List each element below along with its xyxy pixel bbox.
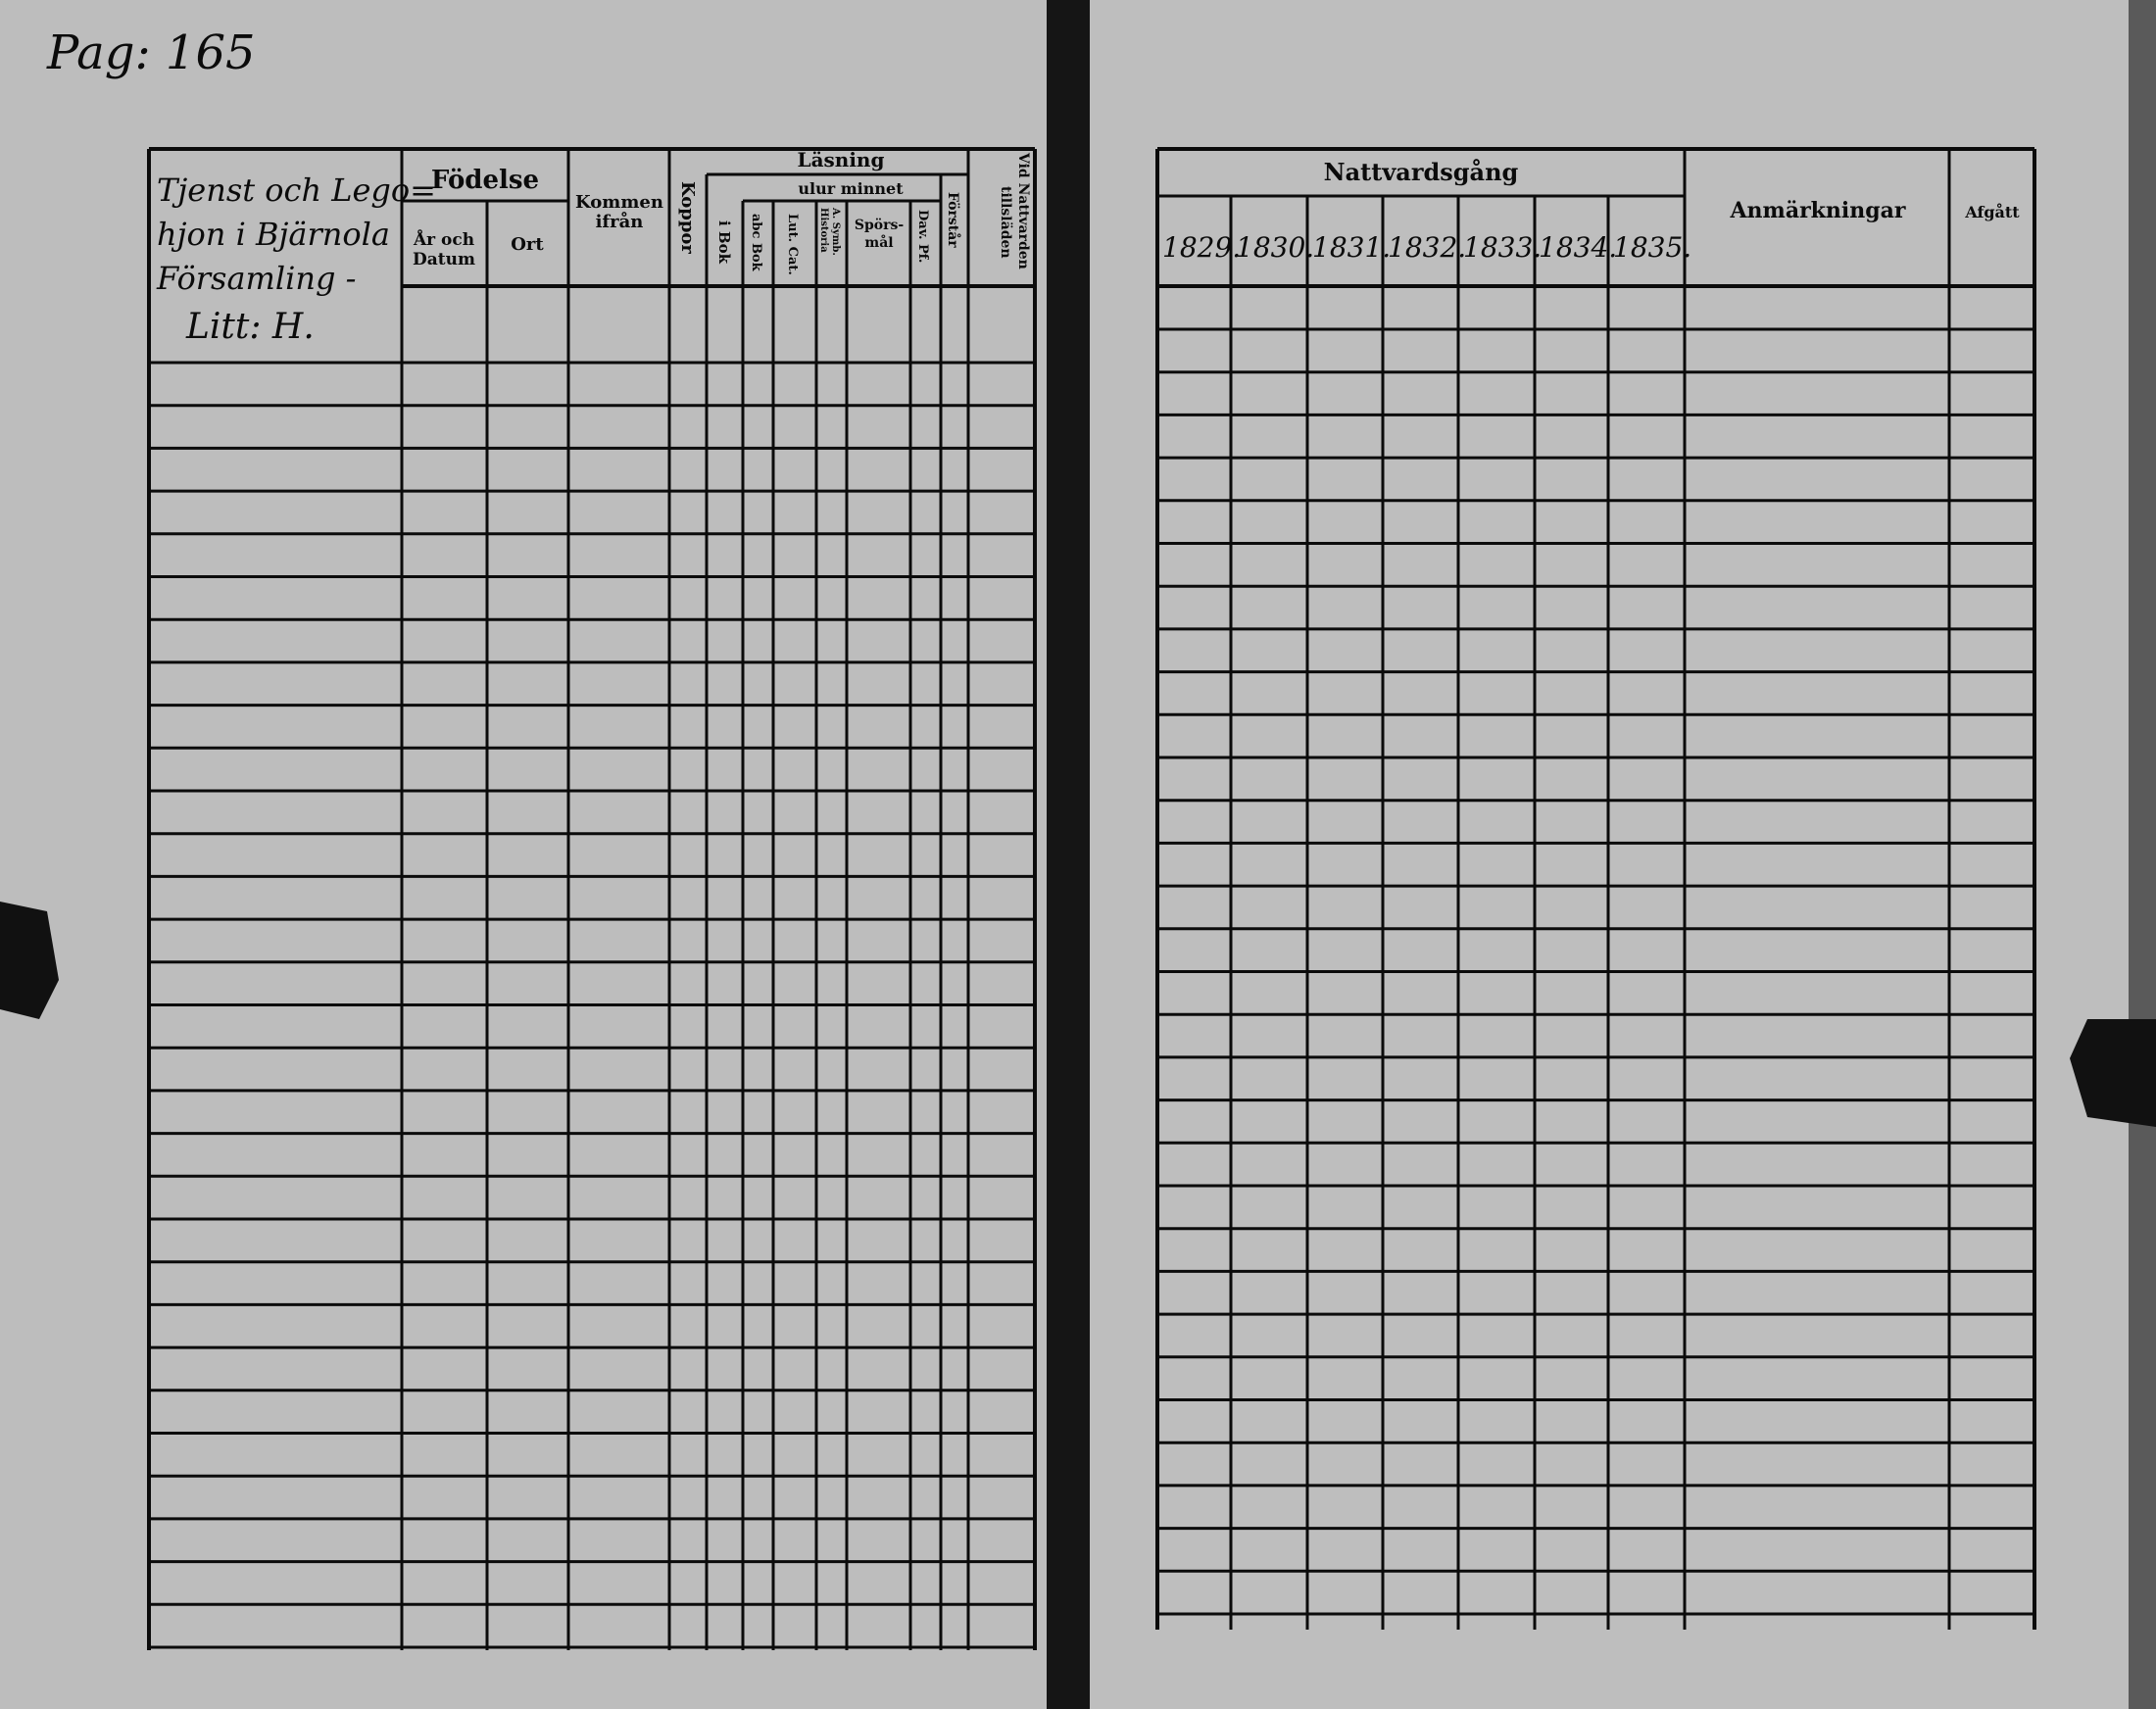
header-forstar: Förstår — [945, 192, 962, 248]
binding-gutter — [1047, 0, 1090, 1709]
header-fodelse: Födelse — [431, 166, 539, 195]
header-historia: Historia — [818, 208, 829, 253]
header-i-bok: i Bok — [715, 220, 733, 265]
header-ur-minnet: ulur minnet — [798, 179, 904, 198]
header-ar-och-datum: År och — [413, 228, 474, 250]
header-ar-och-datum: Datum — [413, 250, 475, 269]
year-header: 1830. — [1236, 231, 1314, 264]
header-dav-pf: Dav. Pf. — [915, 210, 930, 263]
left-clip — [0, 902, 59, 1019]
year-header: 1835. — [1613, 231, 1691, 264]
header-sporsmal: Spörs- — [855, 218, 904, 233]
header-kommen-ifran: Kommen — [575, 192, 663, 213]
year-header: 1829. — [1162, 231, 1241, 264]
year-header: 1832. — [1388, 231, 1466, 264]
year-header: 1833. — [1463, 231, 1542, 264]
page-label: Pag: 165 — [46, 25, 256, 80]
header-a-symb: A. Symb. — [830, 207, 841, 256]
year-header: 1834. — [1539, 231, 1617, 264]
header-vid-nattvarden: Vid Nattvarden — [1015, 152, 1031, 269]
section-title-line: hjon i Bjärnola — [157, 216, 390, 253]
header-nattvardsgang: Nattvardsgång — [1324, 158, 1519, 186]
section-title-line: Tjenst och Lego= — [157, 171, 436, 209]
header-tillsladen: tillsläden — [998, 186, 1013, 259]
header-kommen-ifran: ifrån — [596, 210, 644, 232]
right-clip — [2070, 1019, 2156, 1127]
header-lasning: Läsning — [798, 148, 885, 171]
header-abc-bok: abc Bok — [749, 214, 763, 272]
header-anmarkningar: Anmärkningar — [1729, 198, 1905, 223]
header-lut-cat: Lut. Cat. — [785, 214, 800, 275]
left-page — [0, 0, 1047, 1709]
section-title-line: Litt: H. — [185, 307, 315, 347]
year-header: 1831. — [1312, 231, 1391, 264]
year-headers: 1829. 1830. 1831. 1832. 1833. 1834. 1835… — [1162, 231, 1691, 264]
right-edge — [2129, 0, 2156, 1709]
header-sporsmal: mål — [864, 233, 893, 251]
header-ort: Ort — [511, 234, 544, 255]
header-koppor: Koppor — [677, 181, 698, 254]
section-title: Tjenst och Lego= hjon i Bjärnola Församl… — [156, 171, 436, 347]
section-title-line: Församling - — [156, 260, 356, 297]
header-afgatt: Afgått — [1964, 202, 2020, 221]
